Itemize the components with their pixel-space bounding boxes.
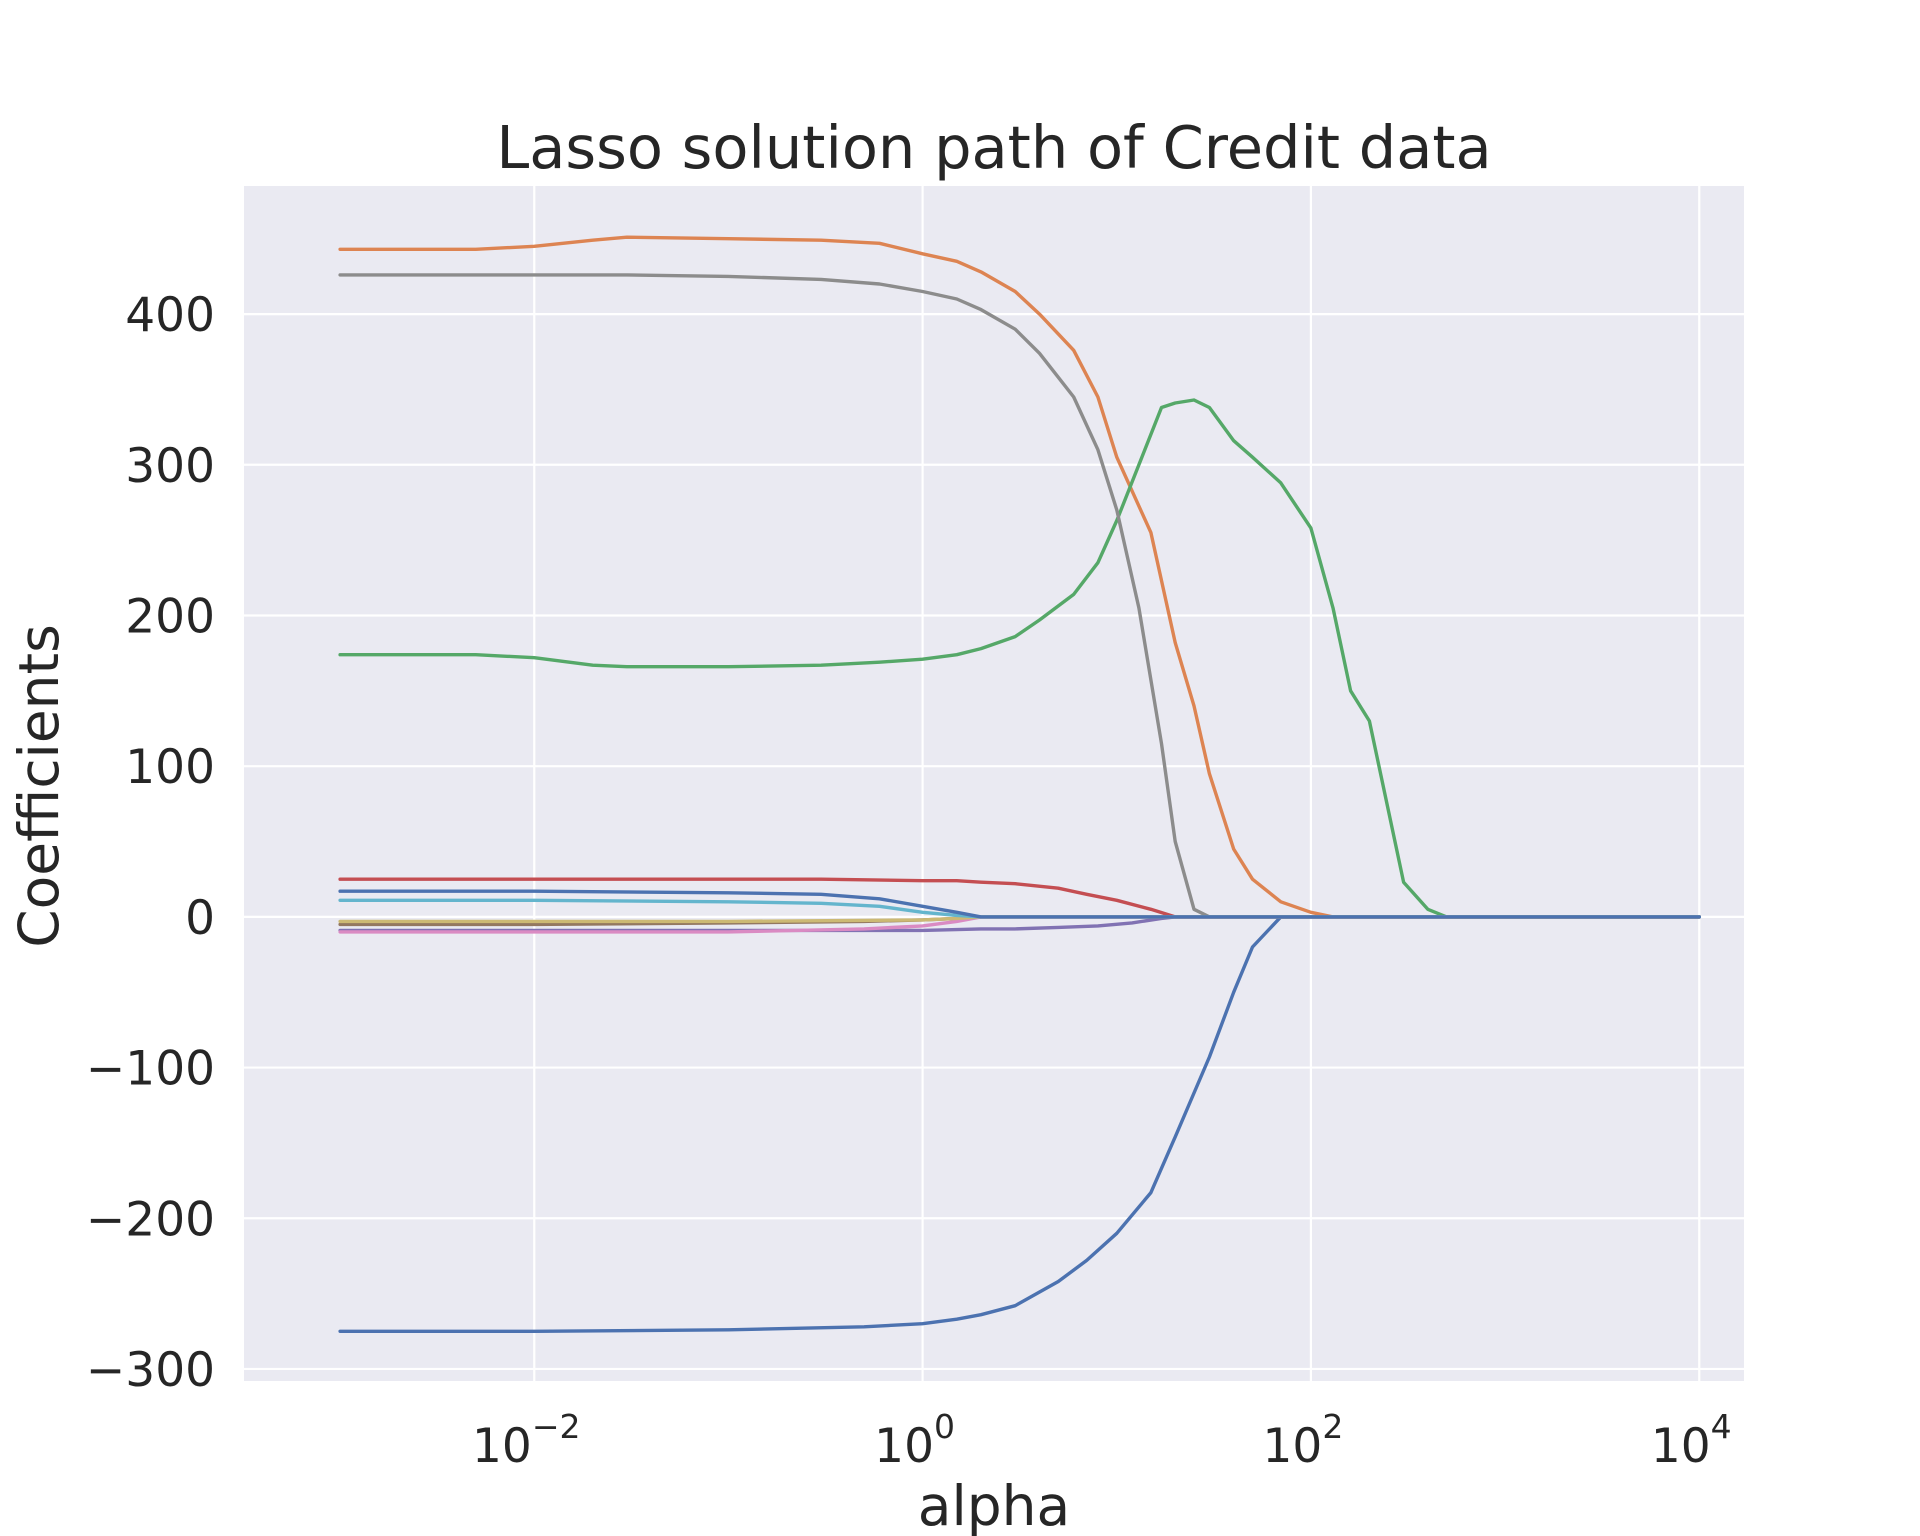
x-axis-label: alpha: [918, 1474, 1070, 1536]
y-tick-label: −100: [86, 1042, 215, 1097]
series-line-3: [338, 398, 1702, 919]
y-tick-label: 0: [185, 891, 215, 946]
series-lines: [338, 235, 1702, 1334]
series-line-2: [338, 235, 1702, 919]
x-tick-label: 10−2: [472, 1407, 580, 1474]
series-line-1: [338, 915, 1702, 1334]
y-tick-label: 100: [125, 740, 215, 795]
y-tick-label: 200: [125, 589, 215, 644]
y-tick-labels: 400 300 200 100 0 −100 −200 −300: [86, 288, 215, 1398]
series-line-11: [338, 889, 1702, 919]
y-tick-label: −200: [86, 1192, 215, 1247]
x-tick-label: 104: [1651, 1407, 1732, 1474]
x-tick-label: 102: [1263, 1407, 1344, 1474]
chart-title: Lasso solution path of Credit data: [496, 113, 1491, 182]
series-line-8: [338, 273, 1702, 919]
y-tick-label: −300: [86, 1343, 215, 1398]
x-tick-label: 100: [874, 1407, 955, 1474]
x-tick-labels: 10−2 100 102 104: [472, 1407, 1732, 1474]
y-tick-label: 400: [125, 288, 215, 343]
series-line-4: [338, 877, 1702, 919]
y-tick-label: 300: [125, 439, 215, 494]
y-axis-label: Coefficients: [7, 624, 71, 948]
plot-area: [244, 186, 1744, 1381]
